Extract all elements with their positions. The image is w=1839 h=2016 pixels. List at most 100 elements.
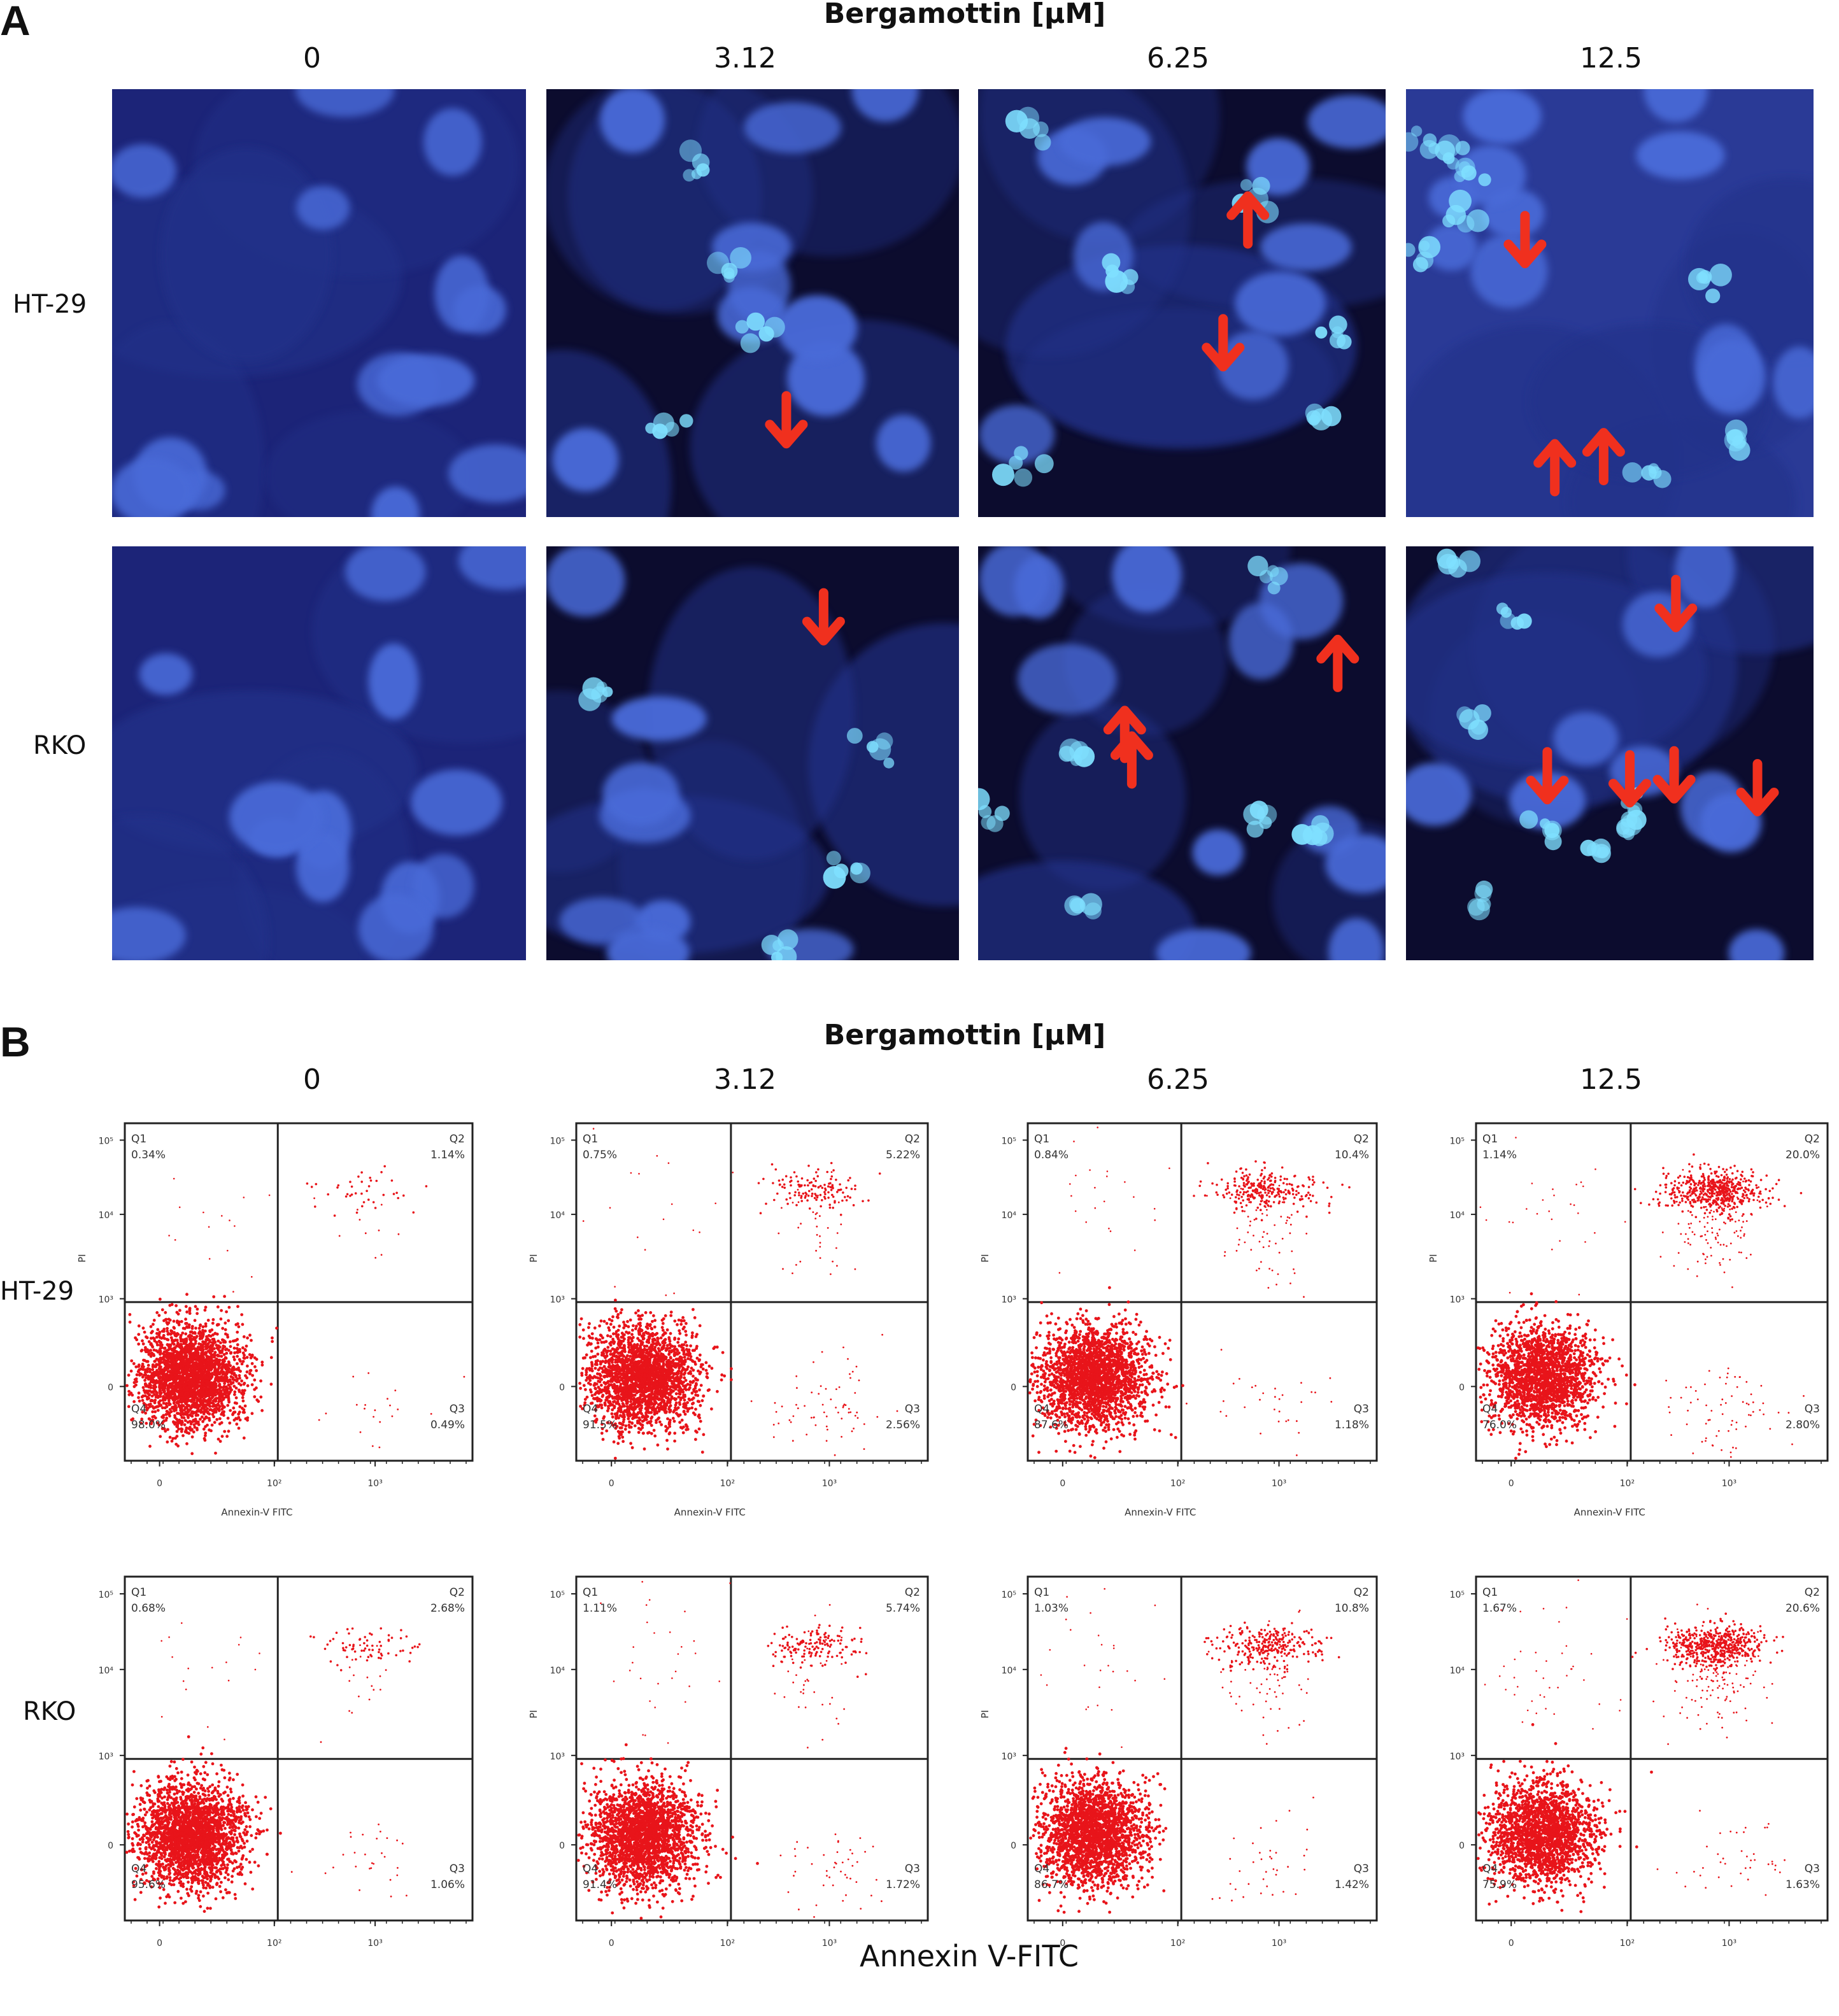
event-dot [199,1396,202,1399]
event-dot [246,1419,249,1422]
panel-b-col-0: 0 [248,1063,376,1096]
event-dot [678,1329,681,1332]
event-dot [194,1388,197,1391]
event-dot [218,1417,222,1421]
event-dot [662,1334,665,1337]
event-dot [240,1313,243,1316]
event-dot [209,1352,212,1355]
event-dot [598,1398,601,1401]
event-dot [164,1354,167,1358]
event-dot [208,1419,211,1422]
event-dot [673,1420,676,1423]
event-dot [683,1351,686,1354]
event-dot [180,1320,183,1323]
event-dot [668,1350,671,1353]
event-dot [229,1345,232,1348]
y-tick-label: 10⁴ [99,1210,114,1221]
event-dot [643,1373,646,1376]
event-dot [227,1368,230,1371]
event-dot [641,1426,644,1430]
event-dot [208,1397,211,1400]
event-dot [169,1378,172,1381]
event-dot [215,1418,218,1421]
event-dot [620,1433,623,1436]
event-dot [380,1171,383,1174]
event-dot [146,1370,149,1374]
event-dot [690,1336,693,1339]
event-dot [173,1398,176,1402]
event-dot [192,1420,195,1423]
event-dot [673,1345,676,1348]
event-dot [639,1370,642,1373]
quadrant-value-q3: 0.49% [430,1419,465,1431]
event-dot [621,1440,625,1443]
event-dot [157,1409,160,1412]
event-dot [202,1212,204,1214]
event-dot [611,1372,614,1375]
event-dot [665,1404,668,1407]
event-dot [233,1347,236,1350]
event-dot [595,1362,598,1365]
event-dot [660,1423,663,1426]
event-dot [662,1353,665,1356]
event-dot [141,1349,144,1352]
event-dot [130,1359,133,1363]
event-dot [185,1349,188,1352]
event-dot [665,1410,668,1414]
event-dot [243,1335,246,1338]
event-dot [231,1366,234,1370]
event-dot [190,1404,194,1407]
event-dot [141,1395,144,1398]
event-dot [618,1437,621,1440]
event-dot [192,1375,195,1379]
event-dot [179,1207,181,1209]
event-dot [313,1197,315,1199]
event-dot [688,1398,692,1402]
event-dot [153,1415,156,1418]
event-dot [164,1363,167,1366]
event-dot [658,1349,661,1352]
event-dot [243,1196,245,1198]
event-dot [173,1320,176,1323]
event-dot [629,1319,632,1322]
event-dot [211,1424,214,1427]
event-dot [203,1417,206,1421]
event-dot [227,1400,231,1403]
event-dot [147,1364,150,1367]
event-dot [176,1333,180,1336]
event-dot [243,1437,246,1440]
event-dot [683,1410,686,1413]
event-dot [125,1384,129,1388]
event-dot [393,1193,395,1195]
event-dot [142,1342,145,1345]
event-dot [143,1389,146,1392]
event-dot [210,1373,213,1376]
event-dot [171,1339,174,1342]
event-dot [204,1388,208,1391]
event-dot [209,1409,212,1412]
event-dot [251,1383,254,1386]
micrograph-rko-0 [112,546,526,960]
event-dot [611,1416,614,1419]
event-dot [684,1413,687,1416]
event-dot [593,1326,597,1330]
event-dot [395,1192,398,1195]
panel-a-row-ht29: HT-29 [13,290,87,319]
event-dot [220,1402,224,1405]
event-dot [672,1417,675,1420]
event-dot [683,1372,686,1375]
event-dot [224,1373,227,1376]
event-dot [253,1395,256,1398]
event-dot [616,1313,620,1316]
event-dot [191,1389,194,1392]
event-dot [190,1353,194,1356]
event-dot [214,1367,217,1370]
event-dot [169,1408,172,1411]
event-dot [621,1430,624,1433]
event-dot [239,1370,242,1373]
event-dot [246,1365,249,1368]
event-dot [202,1368,205,1371]
event-dot [691,1391,694,1395]
event-dot [260,1409,264,1412]
